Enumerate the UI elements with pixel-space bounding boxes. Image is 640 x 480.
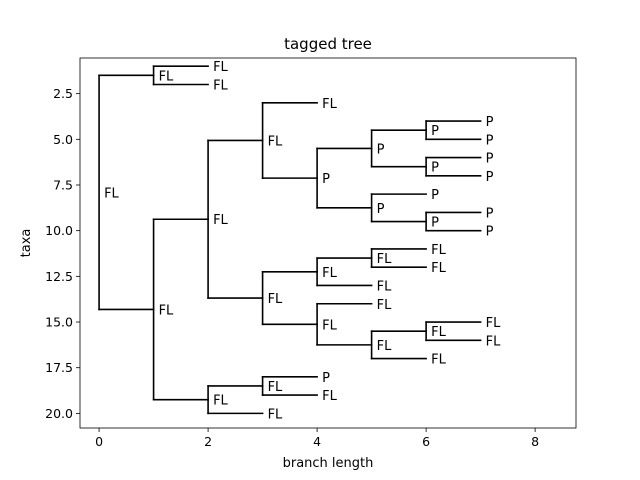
node-labels: FLFLFLFLFLFLFLFLPPPPPPPPPPPPPFLFLFLFLFLF… [104, 60, 501, 422]
leaf-label: FL [322, 97, 337, 112]
x-tick-label: 4 [313, 434, 321, 449]
leaf-label: P [486, 152, 494, 167]
x-tick-label: 2 [204, 434, 212, 449]
x-axis-label: branch length [283, 456, 374, 471]
y-axis-ticks: 2.5 5.0 7.5 10.0 12.5 15.0 17.5 20.0 [45, 86, 80, 421]
leaf-label: FL [268, 407, 283, 422]
leaf-label: FL [431, 353, 446, 368]
leaf-label: P [322, 371, 330, 386]
leaf-label: P [486, 225, 494, 240]
y-tick-label: 2.5 [53, 86, 73, 101]
x-tick-label: 6 [422, 434, 430, 449]
x-tick-label: 8 [531, 434, 539, 449]
node-label: P [431, 124, 439, 139]
leaf-label: FL [486, 316, 501, 331]
y-tick-label: 15.0 [45, 315, 73, 330]
node-label: FL [268, 134, 283, 149]
y-tick-label: 20.0 [45, 406, 73, 421]
leaf-label: P [486, 115, 494, 130]
y-axis-label: taxa [19, 229, 34, 258]
leaf-label: FL [486, 334, 501, 349]
x-axis-ticks: 0 2 4 6 8 [95, 428, 539, 449]
node-label: FL [377, 339, 392, 354]
tree-branches [98, 65, 482, 415]
y-tick-label: 12.5 [45, 269, 73, 284]
node-label: FL [377, 252, 392, 267]
node-label: FL [431, 325, 446, 340]
leaf-label: FL [213, 78, 228, 93]
leaf-label: P [486, 170, 494, 185]
leaf-label: FL [213, 60, 228, 75]
chart-title: tagged tree [284, 35, 372, 53]
plot-area [79, 57, 577, 429]
y-tick-label: 17.5 [45, 360, 73, 375]
y-tick-label: 10.0 [45, 223, 73, 238]
node-label: FL [104, 186, 119, 201]
leaf-label: FL [431, 261, 446, 276]
node-label: FL [159, 69, 174, 84]
leaf-label: FL [377, 298, 392, 313]
node-label: P [377, 202, 385, 217]
node-label: P [431, 216, 439, 231]
node-label: FL [322, 266, 337, 281]
node-label: FL [322, 318, 337, 333]
leaf-label: P [486, 133, 494, 148]
node-label: FL [268, 292, 283, 307]
leaf-label: P [431, 188, 439, 203]
y-tick-label: 7.5 [53, 177, 73, 192]
leaf-label: FL [431, 243, 446, 258]
node-label: P [377, 142, 385, 157]
leaf-label: FL [377, 279, 392, 294]
node-label: FL [268, 380, 283, 395]
node-label: P [322, 172, 330, 187]
node-label: FL [159, 303, 174, 318]
leaf-label: P [486, 206, 494, 221]
y-tick-label: 5.0 [53, 132, 73, 147]
node-label: FL [213, 394, 228, 409]
node-label: P [431, 161, 439, 176]
leaf-label: FL [322, 389, 337, 404]
node-label: FL [213, 213, 228, 228]
x-tick-label: 0 [95, 434, 103, 449]
